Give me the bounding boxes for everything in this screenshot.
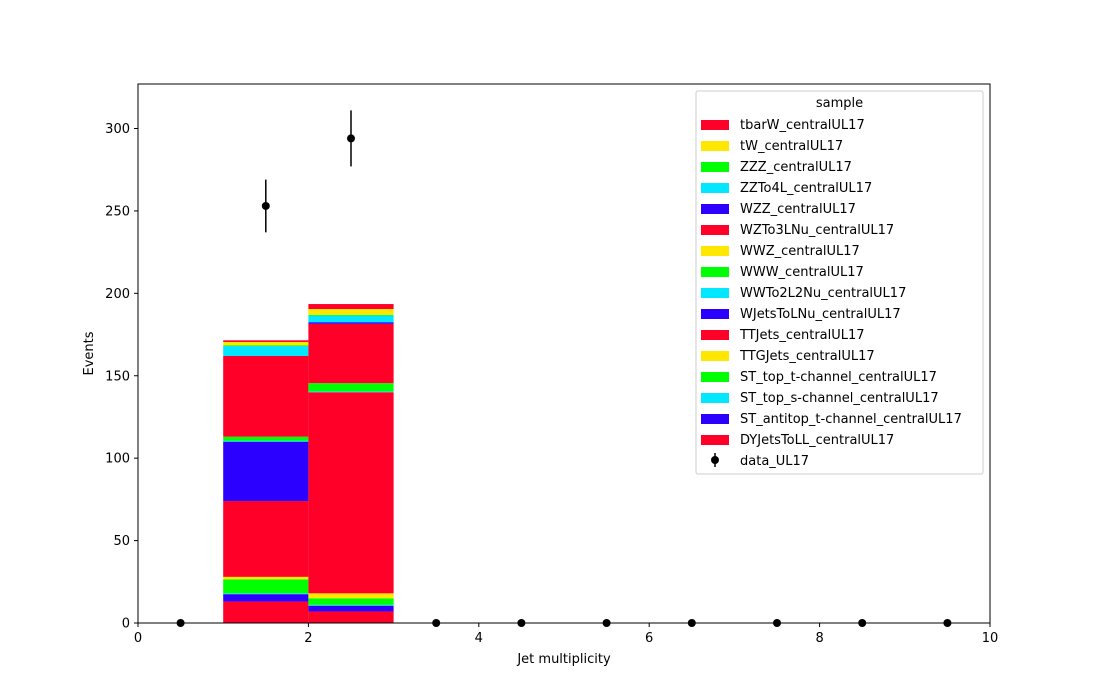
legend-label: WWZ_centralUL17 [740, 244, 860, 259]
y-tick-label: 0 [122, 617, 130, 632]
bar-segment [223, 593, 309, 595]
legend-label: ZZTo4L_centralUL17 [740, 181, 872, 196]
y-tick-label: 150 [105, 369, 130, 384]
legend: sample tbarW_centralUL17 tW_centralUL17 ZZ… [695, 90, 984, 475]
bar-segment [308, 308, 394, 315]
legend-swatch [701, 246, 729, 256]
x-tick-label: 0 [134, 631, 142, 646]
y-axis-label: Events [82, 331, 97, 375]
bar-segment [308, 605, 394, 612]
stacked-bars [223, 304, 394, 623]
bar-segment [223, 440, 309, 442]
bar-segment [308, 383, 394, 392]
legend-label: tbarW_centralUL17 [740, 118, 865, 133]
bar-segment [308, 598, 394, 605]
bar-segment [308, 323, 394, 384]
bar-segment [223, 355, 309, 437]
legend-swatch [701, 204, 729, 214]
x-tick-label: 2 [304, 631, 312, 646]
x-axis-label: Jet multiplicity [516, 652, 611, 667]
bar-segment [308, 604, 394, 606]
legend-swatch [701, 267, 729, 277]
legend-label: WZTo3LNu_centralUL17 [740, 223, 894, 238]
legend-swatch [701, 372, 729, 382]
y-tick-label: 300 [105, 122, 130, 137]
legend-swatch [701, 309, 729, 319]
legend-label: TTGJets_centralUL17 [739, 349, 875, 364]
y-tick-label: 100 [105, 452, 130, 467]
bar-segment [223, 594, 309, 602]
bar-segment [223, 346, 309, 356]
legend-label: ST_antitop_t-channel_centralUL17 [740, 412, 962, 427]
legend-swatch [701, 225, 729, 235]
bar-segment [308, 391, 394, 393]
legend-data-marker [711, 456, 719, 464]
bar-segment [308, 322, 394, 324]
legend-label: WJetsToLNu_centralUL17 [740, 307, 901, 322]
legend-swatch [701, 330, 729, 340]
x-axis-ticks: 0 2 4 6 8 10 [134, 623, 998, 646]
x-tick-label: 4 [475, 631, 483, 646]
legend-label: tW_centralUL17 [740, 139, 843, 154]
y-tick-label: 50 [113, 534, 130, 549]
bar-segment [223, 341, 309, 346]
x-tick-label: 6 [645, 631, 653, 646]
legend-swatch [701, 288, 729, 298]
y-tick-label: 200 [105, 287, 130, 302]
legend-swatch [701, 414, 729, 424]
legend-swatch [701, 183, 729, 193]
legend-label: WWTo2L2Nu_centralUL17 [740, 286, 906, 301]
legend-swatch [701, 141, 729, 151]
bar-segment [223, 345, 309, 347]
legend-swatch [701, 393, 729, 403]
legend-label: DYJetsToLL_centralUL17 [740, 433, 894, 448]
bar-segment [223, 601, 309, 623]
legend-label: ST_top_s-channel_centralUL17 [740, 391, 939, 406]
legend-swatch [701, 120, 729, 130]
x-tick-label: 10 [982, 631, 999, 646]
legend-swatch [701, 162, 729, 172]
bar-segment [223, 436, 309, 441]
legend-box [695, 90, 984, 475]
legend-label: data_UL17 [740, 454, 809, 469]
x-tick-label: 8 [815, 631, 823, 646]
legend-label: WWW_centralUL17 [740, 265, 864, 280]
legend-swatch [701, 435, 729, 445]
bar-segment [223, 579, 309, 594]
bar-segment [308, 593, 394, 599]
bar-segment [308, 314, 394, 316]
bar-segment [223, 576, 309, 580]
plot-area-frame [137, 83, 991, 624]
legend-label: TTJets_centralUL17 [739, 328, 865, 343]
legend-swatch [701, 351, 729, 361]
bar-segment [223, 501, 309, 577]
bar-segment [308, 304, 394, 309]
y-axis-ticks: 0 50 100 150 200 250 300 [105, 122, 138, 632]
bar-segment [308, 392, 394, 594]
bar-segment [223, 340, 309, 342]
legend-label: ST_top_t-channel_centralUL17 [740, 370, 937, 385]
legend-label: ZZZ_centralUL17 [740, 160, 852, 175]
legend-title: sample [816, 96, 863, 111]
legend-label: WZZ_centralUL17 [740, 202, 856, 217]
data-point [261, 201, 270, 210]
bar-segment [308, 315, 394, 323]
bar-segment [308, 611, 394, 623]
y-tick-label: 250 [105, 204, 130, 219]
data-point [347, 134, 355, 143]
bar-segment [223, 441, 309, 502]
